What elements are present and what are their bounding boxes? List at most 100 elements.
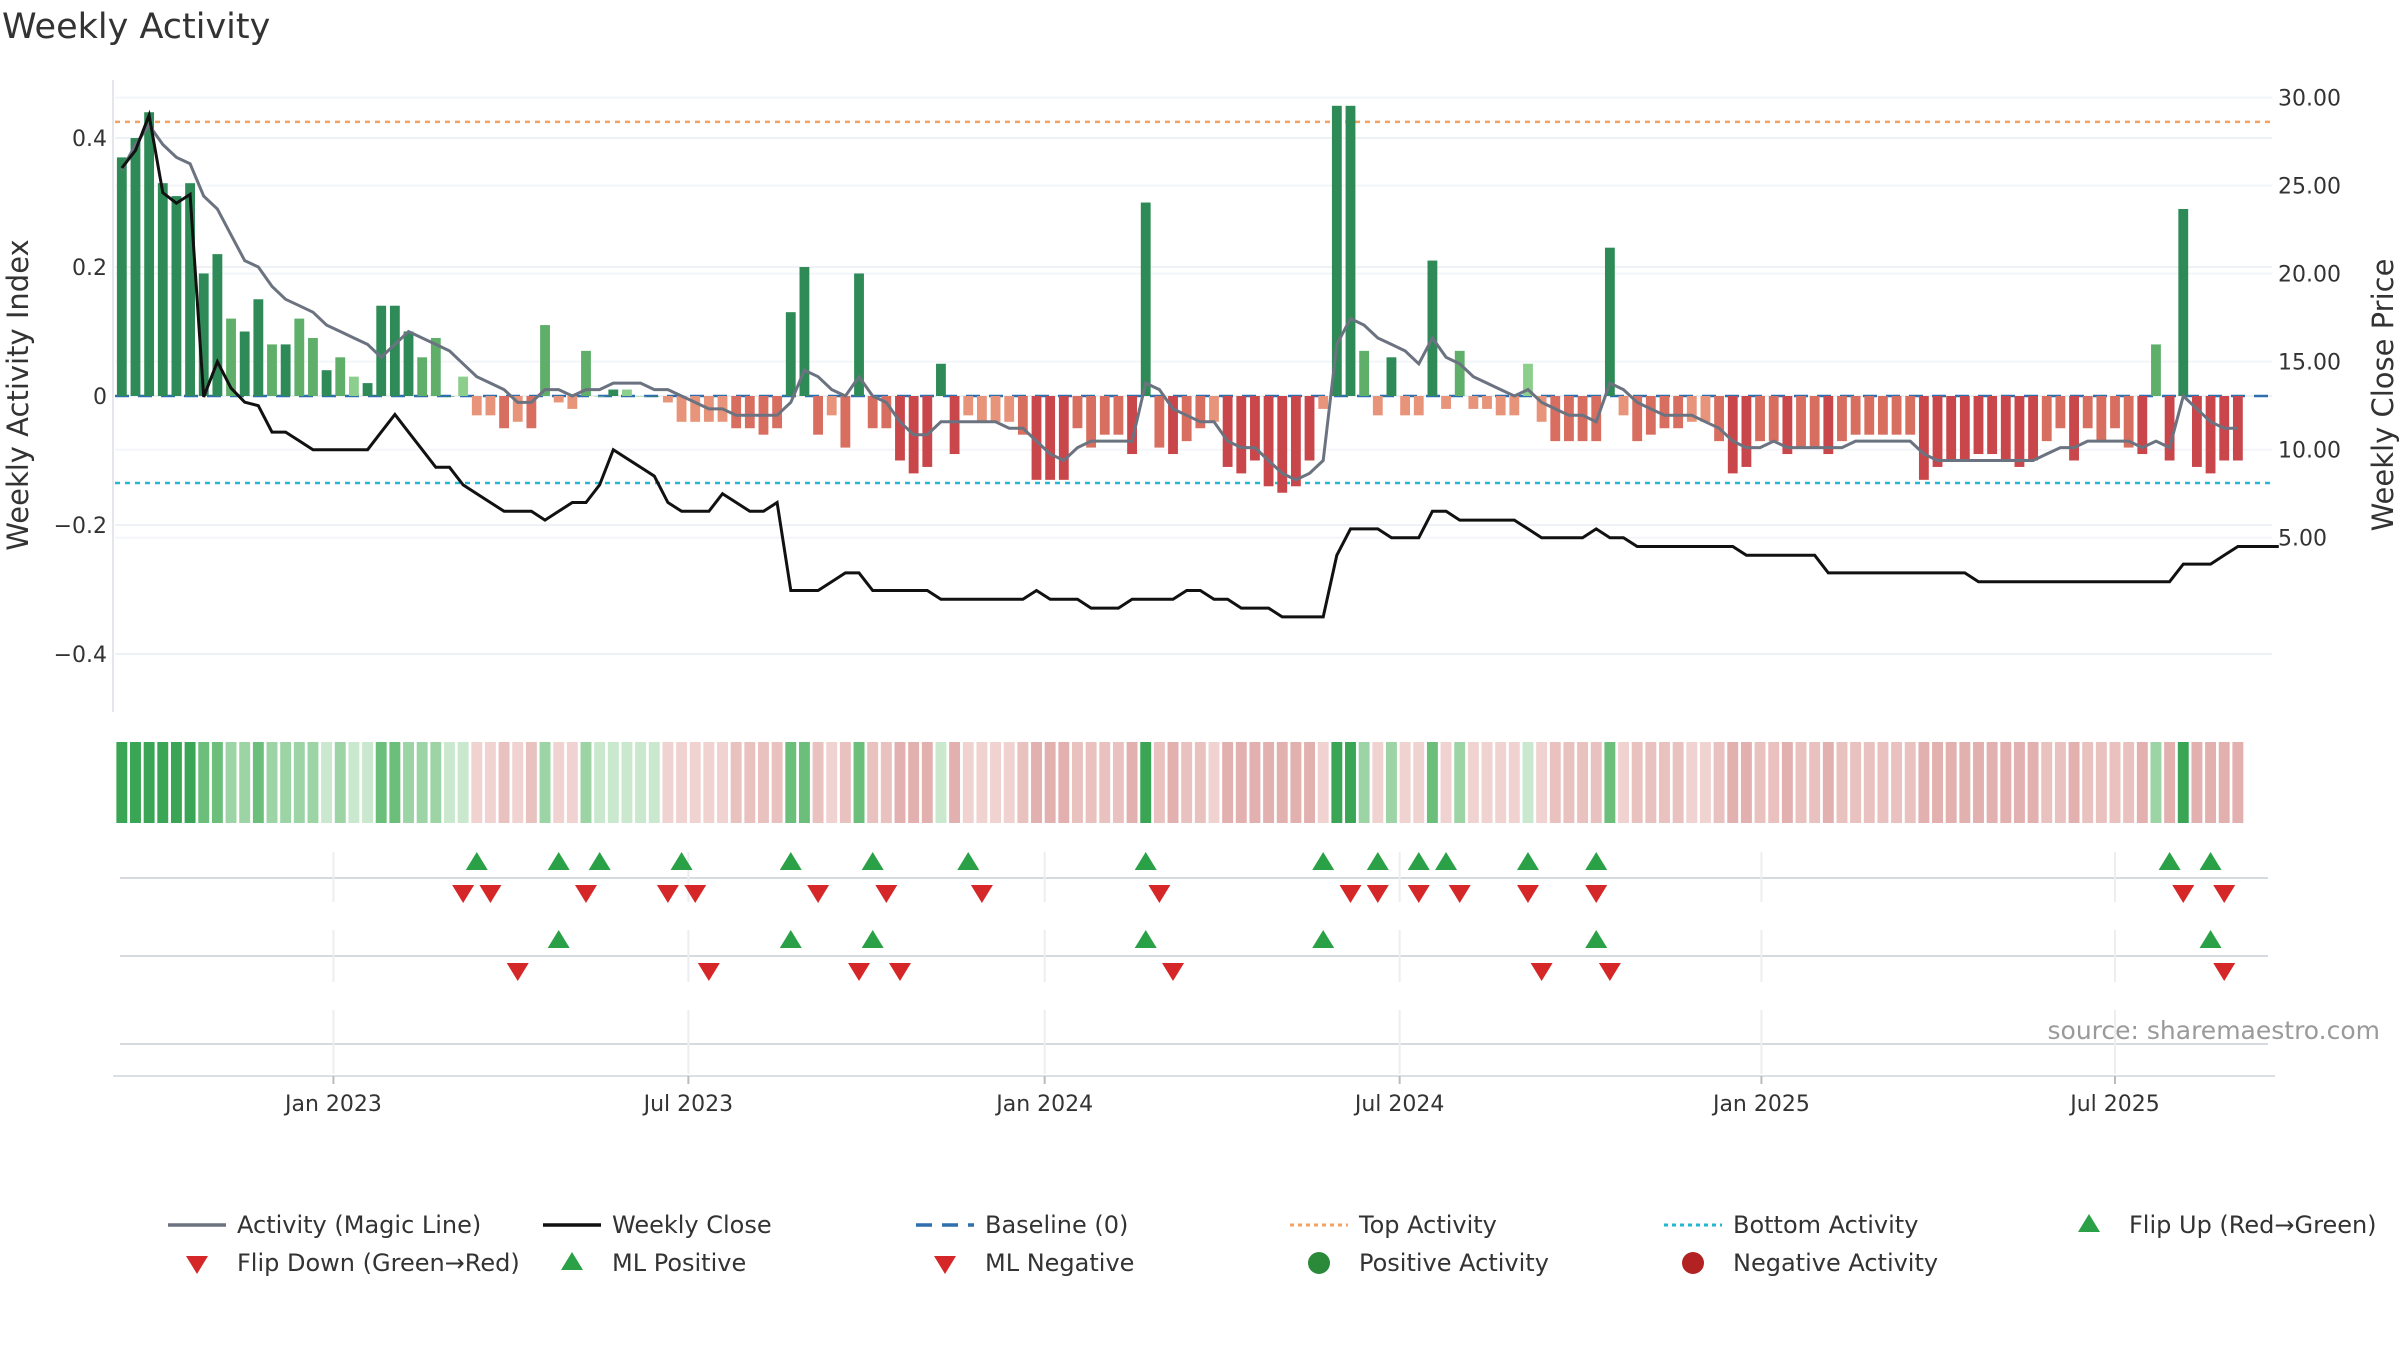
activity-bars — [116, 105, 2243, 493]
activity-bar — [1823, 396, 1834, 455]
heat-strip-cell — [1618, 742, 1629, 823]
heat-strip-cell — [785, 742, 797, 823]
ml-positive-marker — [1134, 930, 1157, 948]
activity-bar — [321, 370, 332, 396]
heat-strip-cell — [170, 742, 182, 823]
activity-bar — [1277, 396, 1288, 493]
activity-bar — [676, 396, 687, 422]
heat-strip-cell — [662, 742, 674, 823]
legend-label: Flip Up (Red→Green) — [2129, 1211, 2377, 1239]
heat-strip-cell — [730, 742, 742, 823]
activity-bar — [1686, 396, 1697, 422]
heat-strip-cell — [307, 742, 319, 823]
activity-bar — [1659, 396, 1670, 429]
flip-down-marker — [2172, 885, 2195, 903]
ml-negative-marker — [1598, 963, 1621, 981]
heat-strip-cell — [1945, 742, 1957, 823]
flip-down-marker — [574, 885, 597, 903]
activity-bar — [171, 196, 182, 396]
activity-bar — [1113, 396, 1124, 435]
heat-strip-cell — [198, 742, 210, 823]
activity-bar — [1782, 396, 1793, 455]
heat-strip-cell — [116, 742, 128, 823]
activity-bar — [1127, 396, 1137, 455]
right-tick-label: 15.00 — [2278, 351, 2341, 376]
x-tick-label: Jul 2023 — [642, 1092, 734, 1117]
heat-strip-cell — [594, 742, 606, 823]
activity-bar — [239, 331, 250, 396]
ml-negative-marker — [888, 963, 911, 981]
heat-strip-cell — [1836, 742, 1848, 823]
activity-bar — [362, 383, 373, 396]
heat-strip-cell — [880, 742, 892, 823]
activity-bar — [1741, 396, 1752, 467]
activity-bar — [389, 305, 400, 396]
activity-bar — [840, 396, 851, 448]
flip-up-marker — [861, 852, 884, 870]
activity-bar — [608, 389, 619, 396]
legend-down-triangle-swatch — [934, 1256, 956, 1274]
heat-strip-cell — [2041, 742, 2053, 823]
heat-strip-cell — [580, 742, 592, 823]
heat-strip-cell — [1385, 742, 1397, 823]
activity-bar — [308, 337, 318, 396]
left-tick-label: 0 — [93, 385, 107, 410]
activity-bar — [936, 363, 946, 396]
heat-strip-cell — [1672, 742, 1684, 823]
flip-up-marker — [547, 852, 570, 870]
heat-strip-cell — [1003, 742, 1015, 823]
heat-strip-cell — [2123, 742, 2135, 823]
heat-strip-cell — [1181, 742, 1193, 823]
flip-down-marker — [1516, 885, 1539, 903]
activity-bar — [867, 396, 878, 429]
activity-bar — [280, 344, 291, 396]
activity-bar — [799, 267, 810, 396]
flip-down-marker — [1585, 885, 1608, 903]
activity-bar — [594, 396, 605, 397]
activity-bar — [1045, 396, 1056, 480]
heat-strip-cell — [1399, 742, 1411, 823]
heat-strip-cell — [1645, 742, 1657, 823]
activity-bar — [1359, 350, 1370, 396]
heat-strip-cell — [1850, 742, 1862, 823]
activity-bar — [949, 396, 960, 455]
heat-strip-cell — [607, 742, 619, 823]
legend-swatch — [2078, 1214, 2100, 1232]
heat-strip-cell — [525, 742, 537, 823]
x-tick-label: Jul 2024 — [1353, 1092, 1445, 1117]
activity-bar — [1755, 396, 1765, 442]
legend-swatch — [1682, 1252, 1704, 1274]
heat-strip-cell — [1208, 742, 1220, 823]
heat-strip-cell — [1973, 742, 1984, 823]
legend-up-triangle-swatch — [2078, 1214, 2100, 1232]
activity-bar — [1604, 247, 1615, 396]
activity-bar — [1304, 396, 1315, 461]
activity-bar — [1004, 396, 1015, 422]
ml-positive-marker — [2199, 930, 2222, 948]
activity-bar — [1973, 396, 1984, 455]
legend-label: Weekly Close — [612, 1211, 772, 1239]
heat-strip-cell — [1809, 742, 1821, 823]
flip-up-marker — [2158, 852, 2181, 870]
heat-strip-cell — [484, 742, 496, 823]
activity-bar — [622, 389, 632, 396]
activity-bar — [1031, 396, 1042, 480]
left-tick-label: 0.4 — [72, 127, 107, 152]
heat-strip-cell — [157, 742, 169, 823]
heat-strip-cell — [1413, 742, 1425, 823]
right-tick-label: 20.00 — [2278, 263, 2341, 288]
heat-strip-cell — [1918, 742, 1930, 823]
heat-strip-cell — [1249, 742, 1261, 823]
activity-bar — [1345, 105, 1356, 396]
heat-strip-cell — [1631, 742, 1643, 823]
activity-bar — [348, 376, 359, 396]
heat-strip-cell — [949, 742, 961, 823]
activity-bar — [1181, 396, 1192, 442]
flip-down-marker — [1366, 885, 1389, 903]
heat-strip-cell — [211, 742, 223, 823]
heat-strip-cell — [1536, 742, 1548, 823]
heat-strip-cell — [1891, 742, 1903, 823]
activity-bar — [1864, 396, 1875, 435]
activity-bar — [813, 396, 823, 435]
activity-bar — [1222, 396, 1233, 467]
